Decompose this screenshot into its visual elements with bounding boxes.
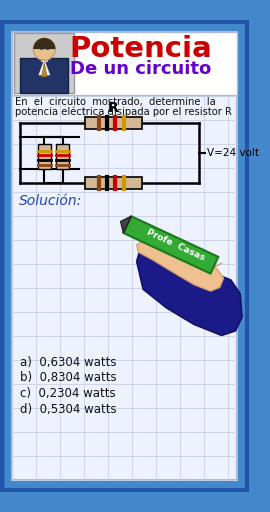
Bar bbox=[14, 33, 74, 94]
Text: d)  0,5304 watts: d) 0,5304 watts bbox=[20, 403, 117, 416]
Text: De un circuito: De un circuito bbox=[70, 59, 211, 77]
Text: b)  0,8304 watts: b) 0,8304 watts bbox=[20, 371, 117, 385]
Bar bbox=[85, 117, 142, 129]
Text: R: R bbox=[108, 101, 119, 115]
Bar bbox=[85, 177, 142, 188]
Text: Potencia: Potencia bbox=[69, 35, 212, 63]
Text: c)  0,2304 watts: c) 0,2304 watts bbox=[20, 387, 116, 400]
Text: Solución:: Solución: bbox=[18, 194, 82, 208]
Bar bbox=[41, 56, 48, 62]
Polygon shape bbox=[123, 216, 218, 273]
Polygon shape bbox=[137, 239, 242, 335]
Text: V=24 volt: V=24 volt bbox=[207, 147, 259, 158]
Text: potencia eléctrica disipada por el resistor R: potencia eléctrica disipada por el resis… bbox=[15, 106, 232, 117]
Bar bbox=[38, 144, 51, 169]
Polygon shape bbox=[39, 60, 50, 75]
Text: a)  0,6304 watts: a) 0,6304 watts bbox=[20, 356, 117, 369]
Polygon shape bbox=[42, 63, 47, 77]
Bar bbox=[12, 32, 237, 95]
Bar bbox=[20, 58, 68, 94]
FancyBboxPatch shape bbox=[1, 20, 248, 492]
Bar bbox=[56, 144, 69, 169]
Circle shape bbox=[33, 38, 55, 60]
Text: En  el  circuito  mostrado,  determine  la: En el circuito mostrado, determine la bbox=[15, 97, 215, 107]
Polygon shape bbox=[137, 239, 224, 291]
Text: Profe  Casas: Profe Casas bbox=[145, 227, 206, 262]
Polygon shape bbox=[121, 216, 131, 233]
Wedge shape bbox=[33, 38, 55, 49]
